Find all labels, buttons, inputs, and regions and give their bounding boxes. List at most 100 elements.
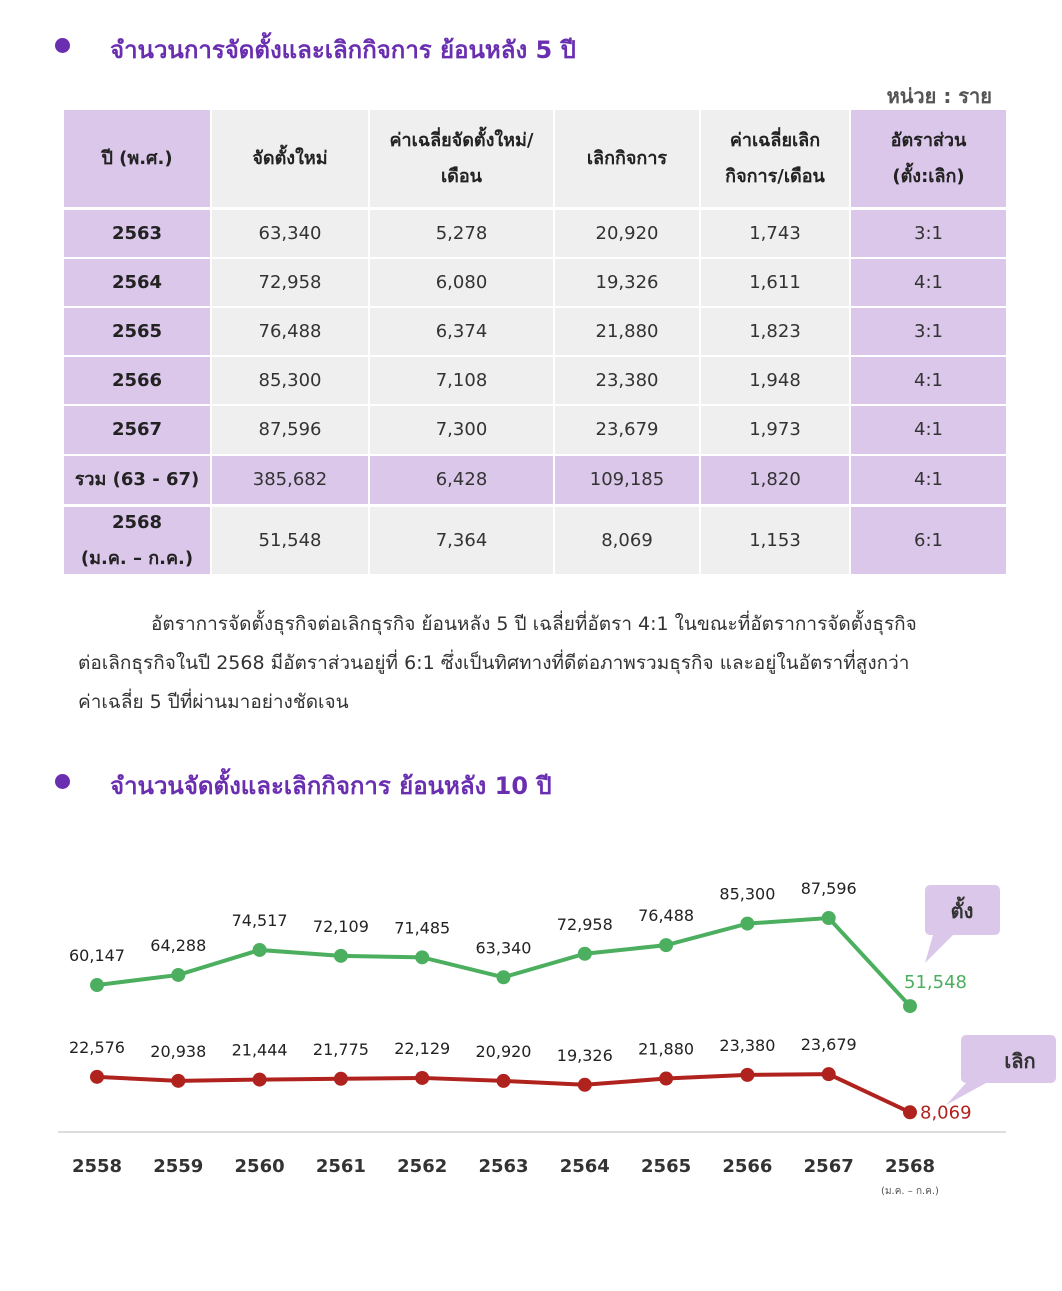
cell-text: เดือน	[441, 165, 482, 187]
data-label: 63,340	[476, 938, 532, 957]
data-label: 22,576	[69, 1038, 125, 1057]
table-cell: 1,948	[701, 357, 849, 404]
point	[903, 999, 917, 1014]
section-title: จำนวนการจัดตั้งและเลิกกิจการ ย้อนหลัง 5 …	[110, 36, 576, 64]
x-tick-label: 2564	[560, 1156, 610, 1177]
table-cell: 1,743	[701, 210, 849, 257]
x-sublabel: (ม.ค. – ก.ค.)	[881, 1186, 939, 1197]
table-cell: 20,920	[555, 210, 699, 257]
data-label: 20,938	[150, 1042, 206, 1061]
table-cell: 6,374	[370, 308, 553, 355]
table-cell: 21,880	[555, 308, 699, 355]
point	[252, 942, 267, 957]
callout-bubble	[946, 1035, 1056, 1105]
data-label: 85,300	[719, 885, 775, 904]
point	[252, 1072, 267, 1087]
data-label: 51,548	[904, 972, 967, 993]
cell-text: รวม (63 - 67)	[74, 469, 200, 490]
paragraph-line: ต่อเลิกธุรกิจในปี 2568 มีอัตราส่วนอยู่ที…	[78, 652, 910, 674]
cell-text: ปี (พ.ศ.)	[101, 147, 173, 169]
point	[415, 950, 430, 965]
point	[903, 1105, 917, 1120]
point	[171, 1073, 186, 1088]
table-cell: 6,428	[370, 456, 553, 504]
table-cell: 2565	[64, 308, 210, 355]
table-cell: 4:1	[851, 406, 1006, 454]
table-cell: 23,380	[555, 357, 699, 404]
table-cell: 2564	[64, 259, 210, 306]
paragraph-line: อัตราการจัดตั้งธุรกิจต่อเลิกธุรกิจ ย้อนห…	[151, 613, 917, 635]
cell-text: (ตั้ง:เลิก)	[892, 165, 965, 187]
x-tick-label: 2559	[153, 1156, 203, 1177]
x-tick-label: 2561	[316, 1156, 366, 1177]
x-tick-label: 2563	[478, 1156, 528, 1177]
x-tick-label: 2566	[722, 1156, 772, 1177]
bullet	[55, 38, 70, 53]
point	[577, 1077, 592, 1092]
data-label: 71,485	[394, 918, 450, 937]
cell-text: 2567	[111, 419, 163, 440]
table-cell: 51,548	[212, 507, 368, 574]
table-cell: 3:1	[851, 308, 1006, 355]
data-label: 76,488	[638, 906, 694, 925]
cell-text: กิจการ/เดือน	[725, 165, 825, 187]
paragraph: อัตราการจัดตั้งธุรกิจต่อเลิกธุรกิจ ย้อนห…	[78, 605, 990, 722]
table-cell: 72,958	[212, 259, 368, 306]
cell-text: 2568	[111, 511, 163, 533]
table-cell: 1,820	[701, 456, 849, 504]
cell-text: 2566	[111, 369, 163, 391]
table-cell: 7,364	[370, 507, 553, 574]
data-label: 23,380	[719, 1036, 775, 1055]
line-chart: 2558 2559 2560 2561 2562 2563 2564 2565 2566 2567…	[58, 879, 1056, 1197]
table-cell: 6:1	[851, 507, 1006, 574]
table-cell: 4:1	[851, 357, 1006, 404]
table-cell: 2563	[64, 210, 210, 257]
data-label: 72,958	[557, 915, 613, 934]
point	[90, 978, 104, 993]
paragraph-line: ค่าเฉลี่ย 5 ปีที่ผ่านมาอย่างชัดเจน	[78, 691, 349, 713]
table-cell: 1,973	[701, 406, 849, 454]
table-cell: 1,611	[701, 259, 849, 306]
x-tick-label: 2568	[885, 1156, 935, 1177]
table-cell: 2568 (ม.ค. – ก.ค.)	[64, 507, 210, 574]
cell-text: ค่าเฉลี่ยเลิก	[729, 129, 821, 151]
point	[821, 1067, 836, 1082]
cell-text: 2563	[111, 222, 163, 244]
point	[577, 946, 592, 961]
data-label: 72,109	[313, 917, 369, 936]
data-label: 19,326	[557, 1046, 613, 1065]
data-label: 23,679	[801, 1035, 857, 1054]
cell-text: เลิกกิจการ	[586, 147, 668, 169]
line	[96, 915, 912, 1008]
data-label: 87,596	[801, 879, 857, 898]
table-cell: 109,185	[555, 456, 699, 504]
table-cell: 1,823	[701, 308, 849, 355]
point	[496, 1073, 511, 1088]
x-tick-label: 2560	[235, 1156, 285, 1177]
cell-text: อัตราส่วน	[890, 129, 967, 151]
legend-label: ตั้ง	[951, 896, 974, 923]
point	[171, 967, 186, 982]
table-cell: ค่าเฉลี่ยเลิกกิจการ/เดือน	[701, 110, 849, 207]
table-cell: 8,069	[555, 507, 699, 574]
point	[333, 1071, 348, 1086]
table-cell: 4:1	[851, 259, 1006, 306]
table-cell: 23,679	[555, 406, 699, 454]
table-cell: 6,080	[370, 259, 553, 306]
data-label: 8,069	[920, 1102, 972, 1123]
table-cell: เลิกกิจการ	[555, 110, 699, 207]
point	[496, 970, 511, 985]
data-label: 21,880	[638, 1040, 694, 1059]
cell-text: 2564	[111, 271, 163, 293]
table-cell: จัดตั้งใหม่	[212, 110, 368, 207]
cell-text: จัดตั้งใหม่	[252, 147, 328, 169]
data-label: 22,129	[394, 1039, 450, 1058]
table-cell: อัตราส่วน (ตั้ง:เลิก)	[851, 110, 1006, 207]
x-tick-label: 2558	[72, 1156, 122, 1177]
data-label: 60,147	[69, 946, 125, 965]
point	[333, 948, 348, 963]
point	[659, 1071, 674, 1086]
point	[740, 1067, 755, 1082]
legend-label: เลิก	[1004, 1049, 1035, 1073]
